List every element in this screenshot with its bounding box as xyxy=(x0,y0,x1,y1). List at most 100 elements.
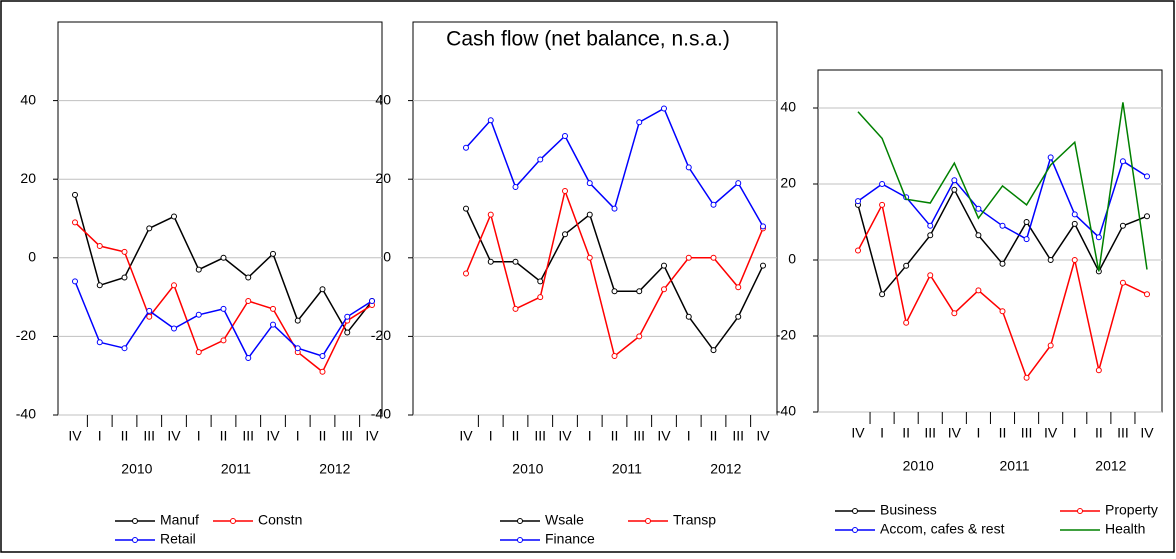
data-point xyxy=(855,247,861,254)
data-point xyxy=(96,243,103,250)
data-point xyxy=(171,282,177,289)
y-tick-label: -40 xyxy=(371,406,391,422)
x-tick-label: I xyxy=(197,428,201,444)
legend-marker xyxy=(645,518,651,524)
x-tick-label: I xyxy=(687,428,691,444)
data-point xyxy=(1071,257,1078,263)
data-point xyxy=(245,355,252,362)
legend-label: Property xyxy=(1105,502,1158,518)
data-point xyxy=(319,286,326,293)
x-tick-label: IV xyxy=(68,428,82,444)
x-tick-label: II xyxy=(710,428,718,444)
data-point xyxy=(1023,219,1030,225)
x-tick-label: IV xyxy=(756,428,770,444)
data-point xyxy=(1047,257,1054,263)
x-tick-label: IV xyxy=(167,428,181,444)
data-point xyxy=(220,305,227,312)
data-point xyxy=(636,288,643,295)
data-point xyxy=(512,258,519,265)
data-point xyxy=(661,105,667,112)
data-point xyxy=(975,232,982,239)
x-tick-label: I xyxy=(588,428,592,444)
y-tick-label: -20 xyxy=(16,327,36,343)
legend-label: Accom, cafes & rest xyxy=(880,521,1005,537)
y-tick-label: 40 xyxy=(780,99,796,115)
x-tick-label: IV xyxy=(1044,425,1058,441)
x-tick-label: II xyxy=(1095,425,1103,441)
x-tick-label: II xyxy=(611,428,619,444)
x-tick-label: II xyxy=(121,428,129,444)
x-tick-label: I xyxy=(489,428,493,444)
data-point xyxy=(463,270,469,277)
data-point xyxy=(121,274,128,281)
data-point xyxy=(685,254,692,261)
data-point xyxy=(760,262,766,269)
data-point xyxy=(487,117,494,124)
data-point xyxy=(512,305,519,312)
legend-label: Wsale xyxy=(545,512,584,528)
data-point xyxy=(975,287,982,294)
data-point xyxy=(951,310,958,317)
data-point xyxy=(294,317,301,324)
data-point xyxy=(1144,213,1150,220)
x-tick-label: II xyxy=(220,428,228,444)
data-point xyxy=(903,262,910,269)
x-tick-label: III xyxy=(143,428,155,444)
data-point xyxy=(879,181,886,187)
data-point xyxy=(1095,367,1102,374)
data-point xyxy=(999,260,1006,267)
x-tick-label: III xyxy=(341,428,353,444)
legend-marker xyxy=(132,537,138,543)
data-point xyxy=(636,119,643,126)
legend-marker xyxy=(852,508,858,514)
data-point xyxy=(537,294,544,301)
year-label: 2010 xyxy=(903,458,934,474)
legend-label: Retail xyxy=(160,531,196,547)
x-tick-label: IV xyxy=(1140,425,1154,441)
x-tick-label: III xyxy=(242,428,254,444)
data-point xyxy=(1047,154,1054,161)
y-tick-label: 40 xyxy=(20,91,36,107)
legend-marker xyxy=(517,518,523,524)
data-point xyxy=(661,262,667,269)
year-label: 2012 xyxy=(710,461,741,477)
data-point xyxy=(661,286,667,293)
y-tick-label: -20 xyxy=(371,327,391,343)
y-tick-label: 40 xyxy=(375,91,391,107)
x-tick-label: IV xyxy=(948,425,962,441)
data-point xyxy=(369,298,375,305)
x-tick-label: IV xyxy=(657,428,671,444)
x-tick-label: I xyxy=(98,428,102,444)
data-point xyxy=(1071,220,1078,227)
legend-marker xyxy=(230,518,236,524)
data-point xyxy=(1144,173,1150,180)
data-point xyxy=(344,313,351,320)
legend-label: Manuf xyxy=(160,512,199,528)
data-point xyxy=(710,254,717,261)
data-point xyxy=(146,307,153,314)
year-label: 2011 xyxy=(221,461,251,477)
data-point xyxy=(537,278,544,285)
data-point xyxy=(562,132,568,139)
legend-marker xyxy=(517,537,523,543)
x-tick-label: IV xyxy=(459,428,473,444)
data-point xyxy=(1023,374,1030,381)
year-label: 2010 xyxy=(121,461,152,477)
data-point xyxy=(171,213,177,220)
legend-label: Business xyxy=(880,502,937,518)
y-tick-label: 20 xyxy=(375,170,391,186)
data-point xyxy=(487,211,494,218)
legend-marker xyxy=(852,527,858,533)
year-label: 2012 xyxy=(1095,458,1126,474)
data-point xyxy=(710,347,717,354)
x-tick-label: IV xyxy=(851,425,865,441)
y-tick-label: -40 xyxy=(16,406,36,422)
data-point xyxy=(1144,291,1150,298)
data-point xyxy=(294,345,301,352)
data-point xyxy=(636,333,643,340)
data-point xyxy=(1071,211,1078,218)
data-point xyxy=(245,274,252,281)
x-tick-label: III xyxy=(1021,425,1033,441)
data-point xyxy=(270,305,276,312)
